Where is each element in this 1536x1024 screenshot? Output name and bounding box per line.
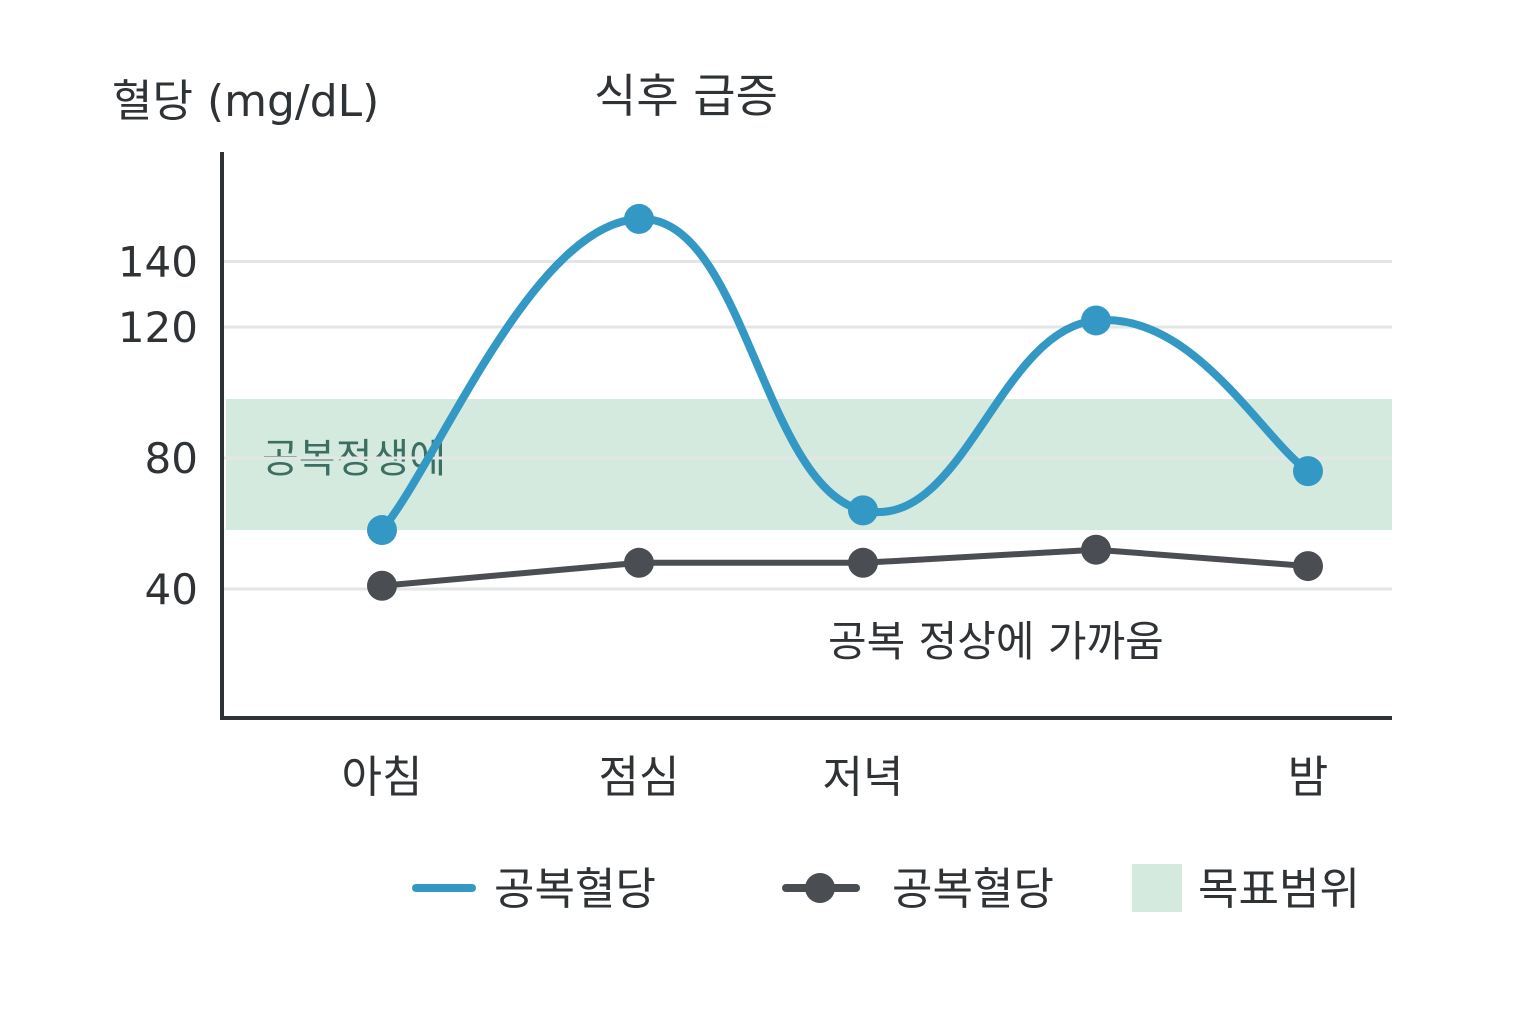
- legend: 공복혈당 공복혈당 목표범위: [412, 864, 1360, 915]
- series-2-line: [379, 546, 1311, 589]
- series-1-line: [378, 214, 1312, 535]
- series-1-point-3: [1081, 305, 1111, 336]
- legend-swatch-band: [1132, 864, 1182, 912]
- x-tick-0: 아침: [342, 752, 423, 803]
- series-1: [367, 203, 1323, 546]
- annotation-post-meal-spike: 식후 급증: [594, 69, 778, 123]
- y-tick-40: 40: [145, 565, 198, 614]
- y-tick-80: 80: [145, 434, 198, 483]
- series-2-point-2: [848, 547, 878, 578]
- series-2-point-0: [367, 570, 397, 601]
- legend-label-target-range: 목표범위: [1198, 864, 1360, 915]
- series-2: [367, 534, 1323, 601]
- series-1-point-1: [624, 203, 654, 234]
- series-2-point-1: [624, 547, 654, 578]
- series-layer: [367, 203, 1323, 601]
- series-1-point-2: [848, 495, 878, 526]
- x-tick-2: 저녁: [823, 752, 904, 803]
- series-1-point-4: [1293, 456, 1323, 487]
- x-tick-labels: 아침 점심 저녁 밤: [342, 752, 1329, 803]
- legend-label-series-1: 공복혈당: [494, 864, 656, 915]
- y-axis-label: 혈당 (mg/dL): [112, 76, 379, 127]
- annotation-near-normal: 공복 정상에 가까움: [828, 617, 1164, 666]
- series-1-point-0: [367, 515, 397, 546]
- x-tick-1: 점심: [599, 752, 680, 803]
- y-tick-140: 140: [118, 238, 198, 287]
- gridlines: [222, 260, 1392, 591]
- y-tick-120: 120: [118, 303, 198, 352]
- y-tick-labels: 40 80 120 140: [118, 238, 198, 615]
- series-2-point-3: [1081, 534, 1111, 565]
- series-2-point-4: [1293, 551, 1323, 582]
- legend-label-series-2: 공복혈당: [892, 864, 1054, 915]
- legend-swatch-marker: [805, 873, 835, 903]
- x-tick-4: 밤: [1288, 752, 1328, 803]
